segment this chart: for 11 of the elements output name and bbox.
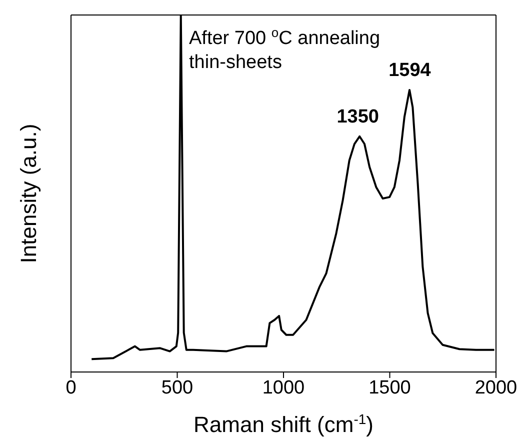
- y-axis-title: Intensity (a.u.): [16, 124, 41, 264]
- annotation: 1594: [388, 60, 432, 81]
- x-axis-title: Raman shift (cm$^{-1}$): [194, 411, 374, 437]
- x-tick-label: 2000: [474, 377, 518, 398]
- annotation: thin-sheets: [189, 52, 282, 73]
- x-tick-label: 500: [161, 377, 194, 398]
- annotation: 1350: [336, 106, 380, 128]
- x-tick-label: 0: [66, 377, 76, 398]
- annotation: After 700 $^{o}$C annealing: [189, 24, 380, 49]
- x-tick-label: 1500: [368, 377, 411, 398]
- x-tick-label: 1000: [262, 377, 305, 398]
